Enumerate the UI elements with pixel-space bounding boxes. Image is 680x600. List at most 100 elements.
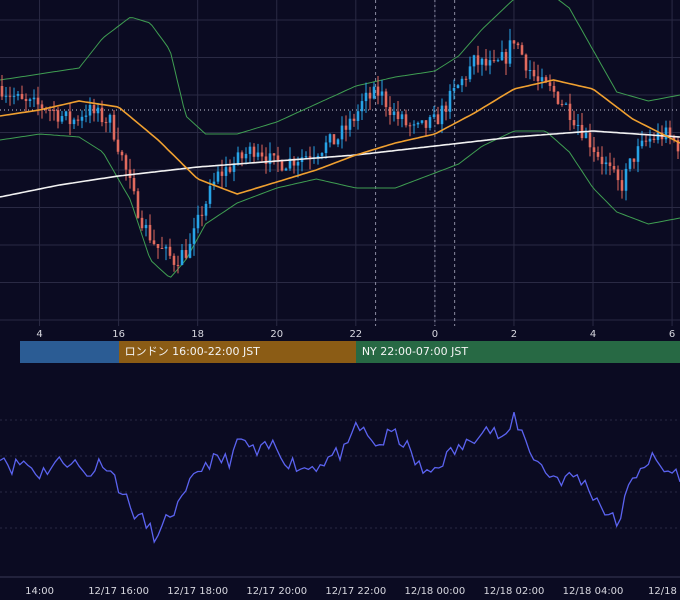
candle-body [80,116,84,121]
candle-body [632,158,636,162]
oscillator-line [0,412,680,544]
candle-body [440,105,444,125]
candle-body [356,111,360,121]
candle-body [248,146,252,154]
candle-body [332,134,336,145]
candle-body [380,91,384,96]
candle-body [52,109,56,111]
candle-body [540,77,544,82]
candle-body [348,118,352,130]
candle-body [160,247,164,249]
candle-body [292,158,296,166]
candle-body [200,214,204,216]
candle-body [276,155,280,162]
candle-body [84,115,88,117]
price-x-tick-label: 2 [511,329,517,340]
candle-body [552,85,556,92]
candle-body [100,107,104,123]
oscillator-x-tick-label: 12/17 16:00 [88,586,149,597]
candle-body [568,103,572,121]
candle-body [560,103,564,105]
candle-body [0,86,4,97]
oscillator-x-tick-label: 12/18 06: [648,586,680,597]
candle-body [156,243,160,248]
candle-body [76,119,80,121]
candle-body [576,124,580,126]
candle-body [336,139,340,145]
candle-body [636,146,640,162]
candle-body [484,58,488,66]
oscillator-background [0,364,680,600]
candle-body [296,162,300,166]
session-segment: ロンドン 16:00-22:00 JST [118,341,356,363]
price-x-tick-label: 18 [191,329,204,340]
candle-body [468,66,472,80]
candle-body [68,111,72,125]
price-x-tick-label: 22 [349,329,362,340]
candle-body [444,105,448,112]
candle-body [644,140,648,142]
candle-body [168,246,172,256]
candle-body [232,163,236,172]
candle-body [136,191,140,218]
candle-body [424,120,428,128]
candle-body [60,116,64,122]
bollinger-upper-line [0,0,680,135]
candle-body [216,171,220,182]
candle-body [48,109,52,111]
candle-body [264,156,268,164]
candle-body [604,162,608,165]
oscillator-x-tick-label: 12/18 00:00 [404,586,465,597]
price-x-tick-label: 16 [112,329,125,340]
candle-body [460,78,464,86]
candle-body [388,107,392,116]
price-x-tick-label: 4 [590,329,596,340]
candle-body [464,78,468,80]
candle-body [368,92,372,99]
candle-body [256,152,260,157]
candle-body [316,155,320,158]
candle-body [392,111,396,116]
candle-body [512,40,516,44]
candle-body [36,97,40,105]
candle-body [240,152,244,159]
candle-body [588,132,592,148]
candle-body [432,114,436,118]
candle-body [620,180,624,191]
candle-body [320,153,324,156]
candle-body [364,92,368,102]
candle-body [384,91,388,108]
candle-body [536,76,540,82]
candle-body [116,139,120,152]
session-bar: ロンドン 16:00-22:00 JST NY 22:00-07:00 JST [0,341,680,363]
oscillator-x-tick-label: 12/17 20:00 [246,586,307,597]
candle-body [624,168,628,191]
candle-body [488,60,492,66]
candle-body [148,224,152,241]
candle-body [592,147,596,152]
candle-body [208,185,212,204]
candle-body [556,91,560,104]
candle-body [260,152,264,157]
candle-body [188,243,192,258]
oscillator-x-tick-label: 12/18 02:00 [484,586,545,597]
candle-body [532,69,536,77]
oscillator-x-tick-label: 12/17 22:00 [325,586,386,597]
session-label: ロンドン 16:00-22:00 JST [124,345,260,358]
candle-body [12,95,16,97]
candle-body [476,55,480,65]
candle-body [564,103,568,105]
candle-body [176,264,180,266]
candle-body [328,134,332,143]
price-chart[interactable]: 4 16 18 20 22 0 2 4 6 [0,0,680,340]
candle-body [396,111,400,120]
candle-body [88,104,92,116]
short-moving-average-line [0,79,680,195]
oscillator-chart[interactable]: 14:00 12/17 16:00 12/17 18:00 12/17 20:00 12… [0,364,680,600]
candle-body [648,138,652,142]
candle-body [436,114,440,125]
candle-body [372,86,376,99]
candle-body [288,158,292,169]
candle-body [416,122,420,125]
